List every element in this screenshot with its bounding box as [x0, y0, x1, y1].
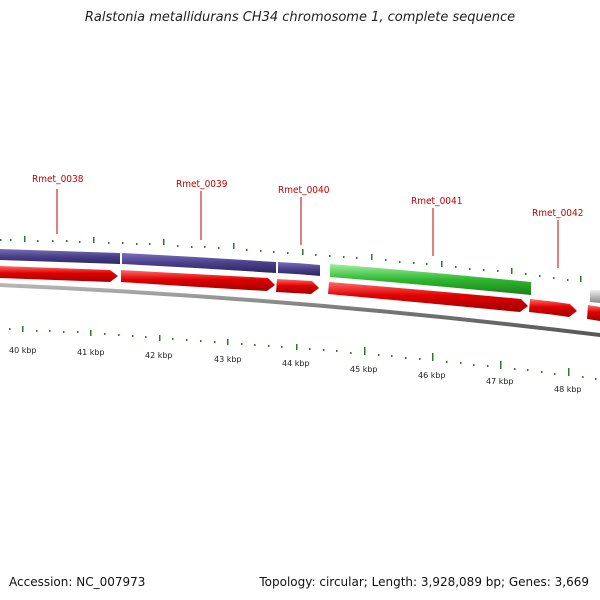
cds-arrow-6: [587, 305, 600, 321]
kbp-label: 40 kbp: [9, 346, 37, 355]
gene-block-rmet-0039: [122, 253, 276, 273]
outer-tick-track: [0, 236, 582, 282]
kbp-tick-track: [9, 326, 597, 380]
gene-block-rmet-0038: [0, 249, 120, 264]
cog-track: [0, 249, 600, 303]
kbp-label: 46 kbp: [418, 371, 446, 380]
kbp-label: 47 kbp: [486, 377, 514, 386]
accession-text: Accession: NC_007973: [9, 575, 146, 589]
gene-label-rmet-0038: Rmet_0038: [32, 174, 84, 185]
gene-label-rmet-0040: Rmet_0040: [278, 185, 330, 196]
cds-arrow-5: [529, 299, 577, 317]
gene-label-rmet-0042: Rmet_0042: [532, 208, 583, 219]
chromosome-backbone: [0, 283, 600, 337]
cds-track: [0, 266, 600, 321]
gene-labels: Rmet_0038 Rmet_0039 Rmet_0040 Rmet_0041 …: [32, 174, 583, 219]
gene-label-rmet-0039: Rmet_0039: [176, 179, 228, 190]
kbp-label: 41 kbp: [77, 348, 105, 357]
cds-arrow-4: [328, 282, 528, 312]
gene-label-rmet-0041: Rmet_0041: [411, 196, 462, 207]
gene-block-unknown: [590, 290, 600, 303]
genome-stats-text: Topology: circular; Length: 3,928,089 bp…: [259, 575, 589, 589]
cds-arrow-3: [276, 279, 319, 294]
map-title: Ralstonia metallidurans CH34 chromosome …: [84, 10, 516, 25]
kbp-label: 45 kbp: [350, 365, 378, 374]
gene-block-rmet-0040: [278, 262, 320, 276]
gene-block-rmet-0041: [330, 264, 531, 295]
kbp-labels: 40 kbp 41 kbp 42 kbp 43 kbp 44 kbp 45 kb…: [9, 346, 582, 394]
kbp-label: 48 kbp: [554, 385, 582, 394]
kbp-label: 42 kbp: [145, 351, 173, 360]
cds-arrow-2: [121, 270, 275, 291]
gene-leader-lines: [56, 189, 559, 268]
kbp-label: 43 kbp: [214, 355, 242, 364]
kbp-label: 44 kbp: [282, 359, 310, 368]
cds-arrow-1: [0, 266, 118, 282]
